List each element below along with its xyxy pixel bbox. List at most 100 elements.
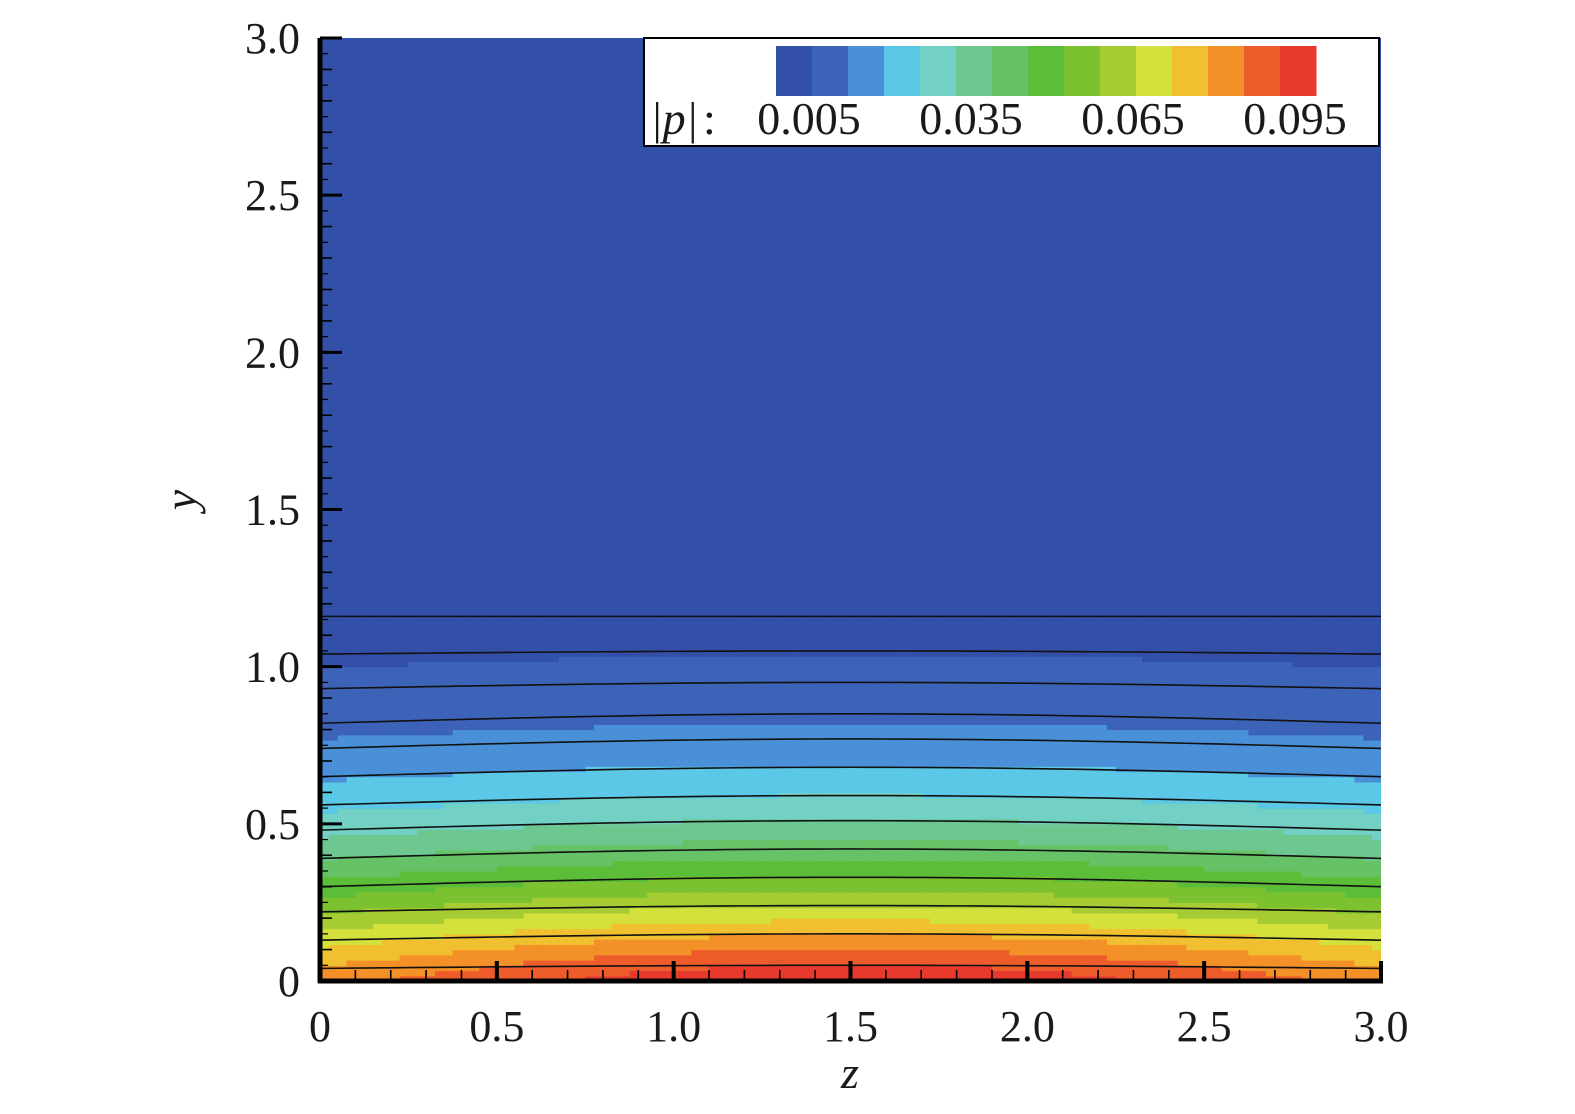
field-cell — [461, 415, 470, 421]
field-cell — [338, 185, 347, 191]
field-cell — [417, 54, 426, 60]
field-cell — [329, 625, 338, 631]
field-cell — [523, 457, 532, 463]
field-cell — [338, 457, 347, 463]
field-cell — [408, 557, 417, 563]
field-cell — [391, 410, 400, 416]
field-cell — [347, 127, 356, 133]
field-cell — [444, 174, 453, 180]
field-cell — [453, 441, 462, 447]
field-cell — [408, 709, 417, 715]
field-cell — [470, 546, 479, 552]
field-cell — [408, 918, 417, 924]
field-cell — [479, 792, 488, 798]
field-cell — [329, 237, 338, 243]
field-cell — [523, 950, 532, 956]
field-cell — [408, 530, 417, 536]
field-cell — [382, 447, 391, 453]
field-cell — [391, 426, 400, 432]
field-cell — [444, 944, 453, 950]
field-cell — [461, 730, 470, 736]
field-cell — [523, 295, 532, 301]
field-cell — [338, 326, 347, 332]
field-cell — [461, 698, 470, 704]
field-cell — [329, 164, 338, 170]
field-cell — [506, 902, 515, 908]
field-cell — [461, 195, 470, 201]
field-cell — [444, 530, 453, 536]
field-cell — [559, 923, 568, 929]
field-cell — [541, 646, 550, 652]
field-cell — [541, 494, 550, 500]
field-cell — [453, 478, 462, 484]
field-cell — [532, 85, 541, 91]
field-cell — [497, 38, 506, 44]
field-cell — [444, 604, 453, 610]
field-cell — [453, 132, 462, 138]
field-cell — [338, 216, 347, 222]
field-cell — [470, 169, 479, 175]
field-cell — [523, 75, 532, 81]
field-cell — [364, 200, 373, 206]
field-cell — [408, 143, 417, 149]
field-cell — [435, 494, 444, 500]
field-cell — [550, 944, 559, 950]
field-cell — [488, 80, 497, 86]
field-cell — [426, 971, 435, 977]
field-cell — [426, 295, 435, 301]
field-cell — [523, 190, 532, 196]
field-cell — [506, 337, 515, 343]
field-cell — [347, 787, 356, 793]
field-cell — [479, 824, 488, 830]
field-cell — [391, 614, 400, 620]
field-cell — [479, 179, 488, 185]
field-cell — [400, 399, 409, 405]
field-cell — [541, 939, 550, 945]
field-cell — [347, 310, 356, 316]
field-cell — [550, 546, 559, 552]
field-cell — [400, 164, 409, 170]
field-cell — [532, 688, 541, 694]
field-cell — [373, 939, 382, 945]
field-cell — [355, 813, 364, 819]
field-cell — [550, 923, 559, 929]
field-cell — [523, 43, 532, 49]
field-cell — [338, 289, 347, 295]
field-cell — [338, 379, 347, 385]
field-cell — [347, 551, 356, 557]
field-cell — [347, 242, 356, 248]
field-cell — [453, 541, 462, 547]
field-cell — [515, 379, 524, 385]
field-cell — [435, 258, 444, 264]
field-cell — [550, 640, 559, 646]
field-cell — [355, 861, 364, 867]
field-cell — [338, 337, 347, 343]
field-cell — [417, 478, 426, 484]
field-cell — [488, 373, 497, 379]
field-cell — [347, 562, 356, 568]
field-cell — [329, 342, 338, 348]
field-cell — [400, 761, 409, 767]
field-cell — [497, 536, 506, 542]
field-cell — [347, 148, 356, 154]
field-cell — [444, 672, 453, 678]
field-cell — [541, 379, 550, 385]
field-cell — [532, 305, 541, 311]
field-cell — [400, 887, 409, 893]
field-cell — [541, 295, 550, 301]
field-cell — [417, 410, 426, 416]
field-cell — [497, 551, 506, 557]
field-cell — [426, 630, 435, 636]
field-cell — [479, 441, 488, 447]
field-cell — [426, 866, 435, 872]
field-cell — [444, 510, 453, 516]
field-cell — [479, 808, 488, 814]
field-cell — [417, 190, 426, 196]
field-cell — [523, 494, 532, 500]
field-cell — [470, 520, 479, 526]
field-cell — [488, 363, 497, 369]
field-cell — [461, 614, 470, 620]
field-cell — [497, 604, 506, 610]
field-cell — [364, 536, 373, 542]
field-cell — [382, 138, 391, 144]
